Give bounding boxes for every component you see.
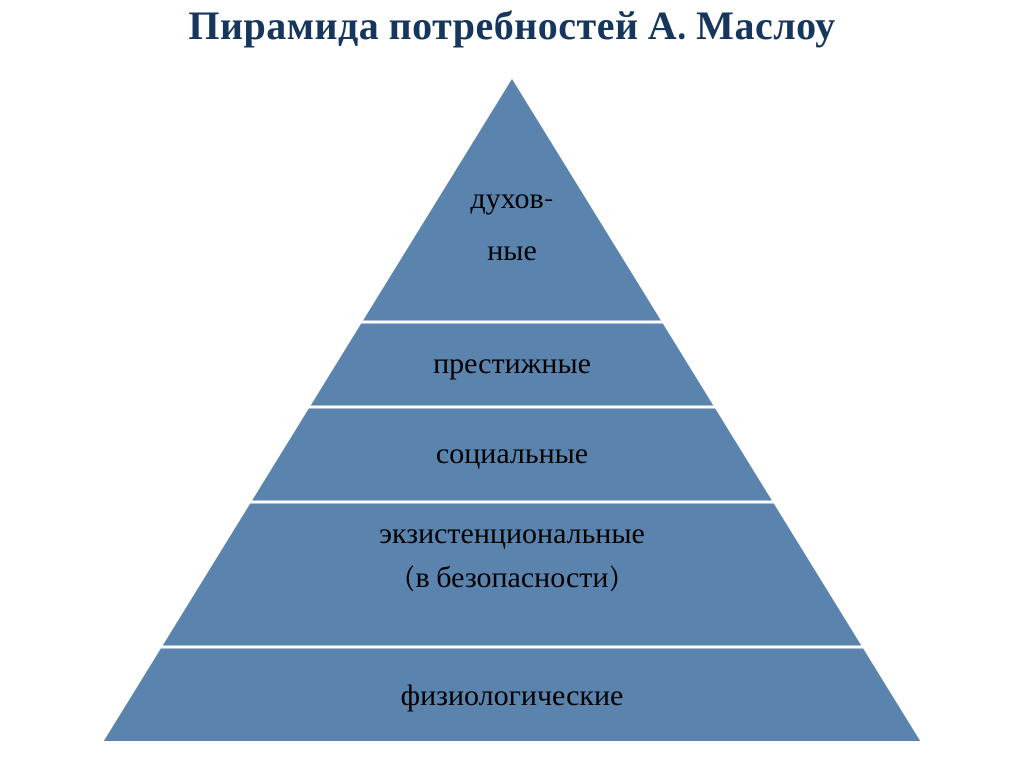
pyramid-level-4: физиологические	[401, 678, 624, 713]
pyramid-level-4-label-line-0: физиологические	[401, 678, 624, 713]
pyramid-level-1-label-line-0: престижные	[433, 346, 591, 381]
pyramid-level-0-label-line-1: ные	[487, 233, 537, 268]
pyramid-level-0-label-line-0: духов-	[470, 181, 553, 216]
pyramid-level-3-label-line-1: (в безопасности)	[404, 560, 620, 595]
pyramid-level-2: социальные	[436, 436, 588, 471]
pyramid-level-1: престижные	[433, 346, 591, 381]
pyramid: духов-ные престижные социальные экзистенцио…	[97, 72, 927, 752]
page-title: Пирамида потребностей А. Маслоу	[0, 2, 1024, 49]
pyramid-level-2-label-line-0: социальные	[436, 436, 588, 471]
pyramid-level-3-label-line-0: экзистенциональные	[379, 516, 645, 551]
pyramid-svg: духов-ные престижные социальные экзистенцио…	[97, 72, 927, 752]
page: Пирамида потребностей А. Маслоу духов-ны…	[0, 0, 1024, 767]
pyramid-triangle	[102, 77, 922, 742]
